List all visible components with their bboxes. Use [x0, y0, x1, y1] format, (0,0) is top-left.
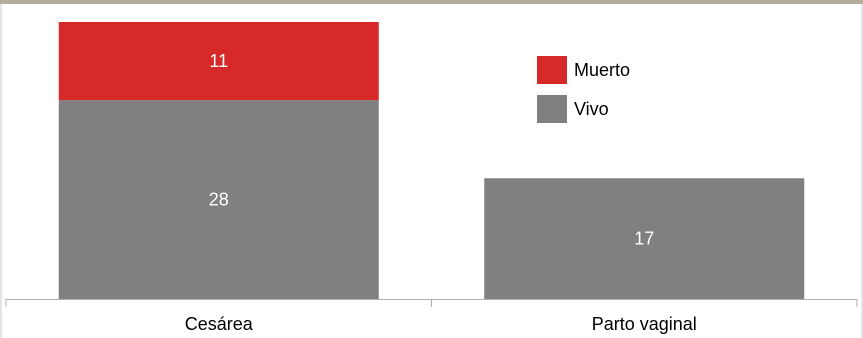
legend-swatch-muerto	[537, 56, 567, 84]
legend-swatch-vivo	[537, 95, 567, 123]
legend-label-muerto: Muerto	[574, 60, 630, 80]
legend: Muerto Vivo	[537, 56, 630, 123]
x-tick-label-1: Parto vaginal	[592, 314, 697, 334]
legend-label-vivo: Vivo	[574, 99, 609, 119]
data-label-vivo-0: 28	[209, 190, 229, 210]
bars-layer	[58, 22, 805, 299]
bar-vivo-0	[58, 100, 379, 299]
bar-muerto-0	[58, 22, 379, 101]
top-border	[0, 0, 863, 4]
x-tick-label-0: Cesárea	[185, 314, 254, 334]
data-label-muerto-0: 11	[209, 51, 228, 71]
data-labels-layer: 28 11 17	[209, 51, 655, 249]
bar-vivo-1	[484, 178, 805, 299]
x-axis-tick-labels: Cesárea Parto vaginal	[185, 314, 697, 334]
data-label-vivo-1: 17	[634, 229, 654, 249]
x-axis-ticks	[5, 299, 858, 307]
